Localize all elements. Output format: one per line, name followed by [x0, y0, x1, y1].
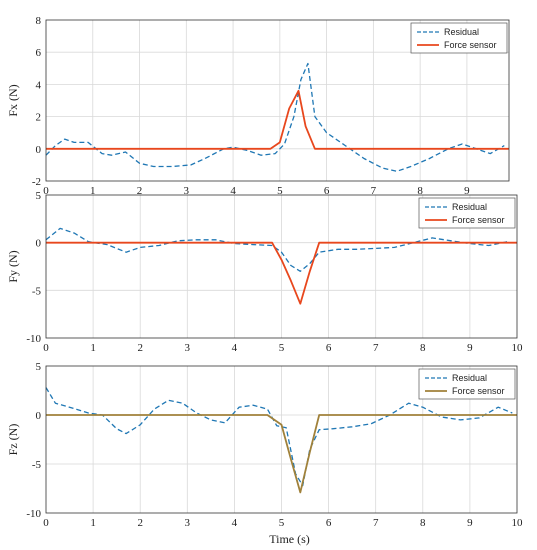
x-tick-label: 8 [420, 517, 426, 529]
x-tick-label: 7 [373, 517, 379, 529]
legend-entry: Residual [444, 27, 479, 37]
fy-panel: 0 1 2 3 4 5 6 7 8 9 10 -10 -5 0 5 Fy (N) Residual Force s… [6, 190, 523, 354]
y-tick-label: -10 [26, 333, 41, 345]
y-tick-label: 5 [36, 361, 42, 373]
x-tick-label: 0 [43, 185, 49, 197]
fz-panel: 0 1 2 3 4 5 6 7 8 9 10 -10 -5 0 5 Fz (N) Time (s) Residua… [6, 361, 523, 546]
x-tick-label: 5 [277, 185, 283, 197]
legend-box [410, 22, 508, 54]
force-sensor-series-line [46, 414, 517, 494]
x-axis-label: Time (s) [269, 532, 310, 546]
y-tick-label: 5 [36, 190, 42, 202]
y-axis-label: Fz (N) [6, 424, 20, 456]
y-tick-label: -10 [26, 508, 41, 520]
y-tick-label: 0 [36, 238, 42, 250]
axes-frame [45, 365, 518, 514]
x-tick-label: 5 [279, 517, 285, 529]
legend-entry: Residual [452, 373, 487, 383]
y-tick-label: -2 [32, 176, 41, 188]
force-sensor-series-line [46, 241, 517, 305]
x-tick-label: 0 [43, 517, 49, 529]
x-tick-label: 1 [90, 185, 96, 197]
y-tick-label: 4 [36, 79, 42, 91]
x-tick-label: 0 [43, 342, 49, 354]
x-tick-label: 2 [137, 185, 143, 197]
legend-entry: Force sensor [452, 215, 505, 225]
x-tick-label: 2 [137, 342, 143, 354]
y-tick-label: 6 [36, 47, 42, 59]
x-tick-label: 4 [232, 517, 238, 529]
x-tick-label: 7 [371, 185, 377, 197]
x-tick-label: 3 [184, 185, 190, 197]
x-tick-label: 2 [137, 517, 143, 529]
y-tick-label: 2 [36, 112, 42, 124]
x-tick-label: 9 [467, 517, 473, 529]
x-tick-label: 1 [90, 517, 96, 529]
y-tick-label: 0 [36, 410, 42, 422]
x-tick-label: 8 [417, 185, 423, 197]
y-axis-label: Fy (N) [6, 250, 20, 282]
residual-series-line [45, 62, 505, 172]
legend-box [418, 197, 516, 229]
x-tick-label: 8 [420, 342, 426, 354]
residual-series-line [45, 227, 508, 272]
x-tick-label: 3 [185, 342, 191, 354]
x-tick-label: 9 [467, 342, 473, 354]
x-tick-label: 4 [232, 342, 238, 354]
x-tick-label: 6 [326, 517, 332, 529]
y-tick-label: 8 [36, 15, 42, 27]
y-tick-label: -5 [32, 459, 42, 471]
x-tick-label: 9 [464, 185, 470, 197]
legend: Residual Force sensor [418, 368, 516, 400]
x-tick-label: 6 [324, 185, 330, 197]
x-tick-label: 10 [512, 517, 524, 529]
legend: Residual Force sensor [410, 22, 508, 54]
x-tick-label: 10 [512, 342, 524, 354]
x-tick-label: 3 [185, 517, 191, 529]
legend-entry: Residual [452, 202, 487, 212]
legend: Residual Force sensor [418, 197, 516, 229]
y-tick-label: 0 [36, 144, 42, 156]
x-tick-label: 1 [90, 342, 96, 354]
x-tick-label: 5 [279, 342, 285, 354]
y-axis-label: Fx (N) [6, 84, 20, 116]
axes-frame [45, 19, 510, 182]
force-sensor-series-line [46, 89, 509, 150]
legend-entry: Force sensor [452, 386, 505, 396]
x-tick-label: 4 [230, 185, 236, 197]
x-tick-label: 7 [373, 342, 379, 354]
legend-box [418, 368, 516, 400]
y-tick-label: -5 [32, 285, 42, 297]
legend-entry: Force sensor [444, 40, 497, 50]
axes-frame [45, 194, 518, 339]
x-tick-label: 6 [326, 342, 332, 354]
